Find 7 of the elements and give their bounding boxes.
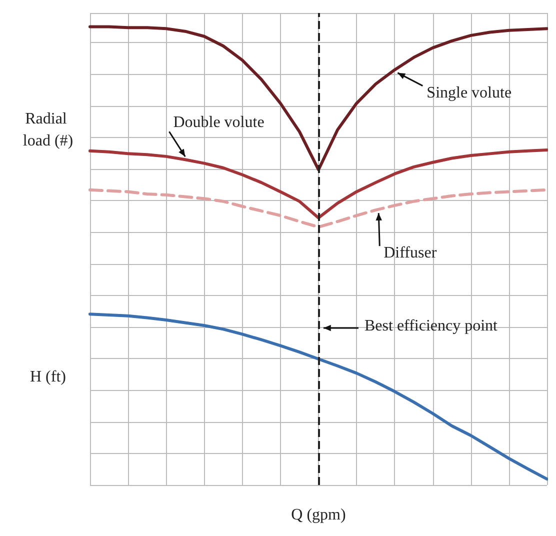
y-axis-title: Radial load (#) — [22, 110, 74, 150]
text: H (ft) — [30, 368, 66, 386]
x-axis-title: Q (gpm) — [291, 506, 346, 524]
series-label: Single volute — [426, 84, 512, 102]
text: Diffuser — [384, 244, 438, 262]
annotation: Best efficiency point — [364, 318, 498, 334]
series-label: Double volute — [173, 114, 264, 132]
